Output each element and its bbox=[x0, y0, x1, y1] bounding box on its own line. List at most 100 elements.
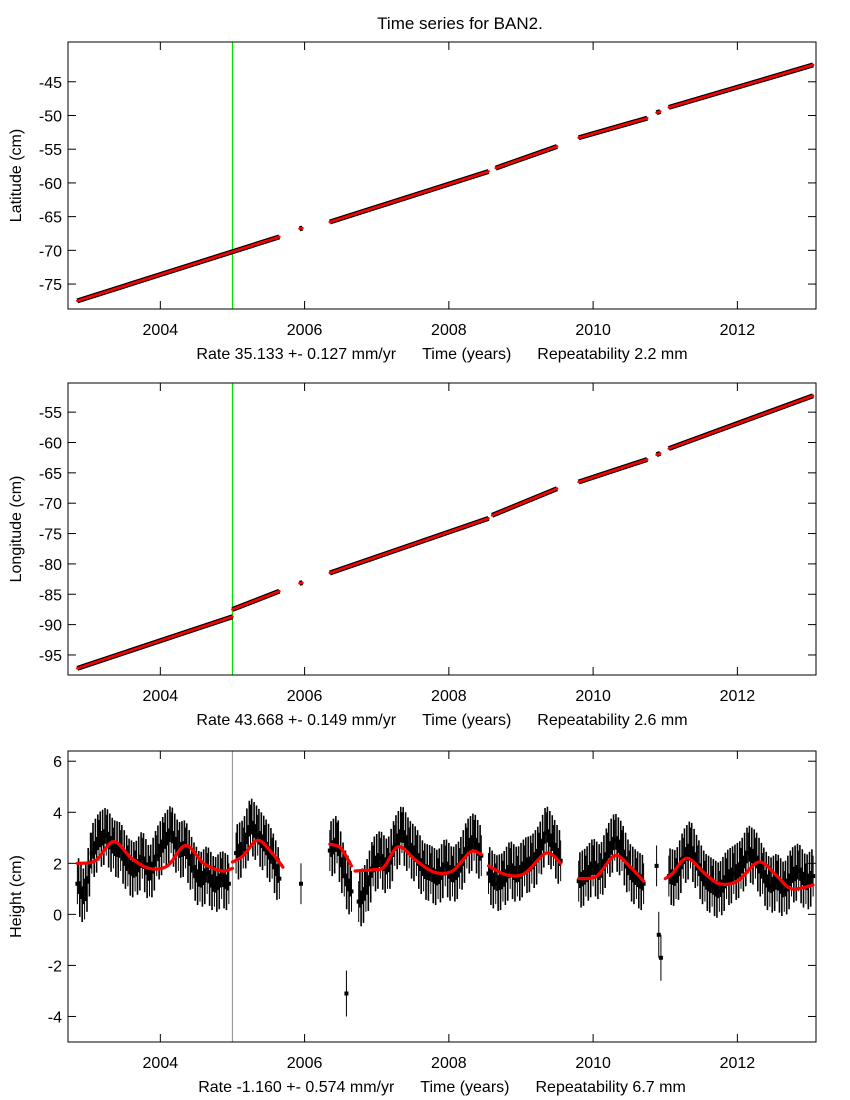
panel-2: -95 -90 -85 -80 -75 -70 -65 -60 -55 2004 2006 2008 2… bbox=[8, 382, 817, 729]
x-axis-label: Rate 35.133 +- 0.127 mm/yr Time (years) Re… bbox=[196, 346, 687, 363]
observation-point bbox=[472, 838, 477, 843]
observation-point bbox=[140, 856, 145, 861]
fit-line bbox=[231, 589, 281, 611]
fit-line bbox=[667, 63, 815, 109]
chart-title: Time series for BAN2. bbox=[377, 14, 543, 33]
fit-line bbox=[486, 851, 563, 878]
x-axis-label-part: Time (years) bbox=[422, 712, 511, 729]
x-tick-label: 2012 bbox=[720, 688, 756, 705]
fit-line bbox=[577, 853, 646, 883]
fit-line bbox=[655, 110, 662, 115]
observation-point bbox=[414, 853, 419, 858]
y-tick-label: -75 bbox=[39, 277, 62, 294]
observation-point bbox=[241, 846, 246, 850]
observation-point bbox=[161, 840, 166, 845]
observation-point bbox=[811, 874, 816, 879]
y-tick-label: -60 bbox=[39, 435, 62, 452]
y-tick-label: -90 bbox=[39, 618, 62, 635]
y-tick-label: -45 bbox=[39, 75, 62, 92]
x-axis-label-part: Time (years) bbox=[422, 346, 511, 363]
observation-point bbox=[104, 833, 109, 838]
observation-point bbox=[493, 881, 498, 886]
observation-point bbox=[428, 871, 433, 876]
observation-point bbox=[342, 874, 347, 879]
fit-line bbox=[577, 458, 649, 484]
observation-point bbox=[450, 874, 455, 879]
y-tick-label: -95 bbox=[39, 648, 62, 665]
x-tick-label: 2010 bbox=[575, 688, 611, 705]
observation-point bbox=[133, 868, 138, 873]
y-tick-label: -65 bbox=[39, 210, 62, 227]
observation-point bbox=[270, 856, 275, 861]
observation-point bbox=[212, 884, 217, 889]
fit-line bbox=[490, 487, 559, 517]
observation-point bbox=[234, 851, 239, 856]
observation-point bbox=[363, 889, 368, 894]
observation-point bbox=[789, 874, 794, 879]
observation-point bbox=[803, 881, 808, 886]
observation-point bbox=[654, 863, 659, 868]
x-tick-label: 2010 bbox=[575, 322, 611, 339]
y-tick-label: -55 bbox=[39, 142, 62, 159]
observation-point bbox=[544, 830, 549, 835]
observation-point bbox=[89, 851, 94, 856]
observation-point bbox=[551, 843, 556, 848]
fit-line bbox=[75, 840, 235, 873]
observation-point bbox=[486, 871, 491, 876]
observation-point bbox=[335, 840, 340, 845]
observation-point bbox=[457, 866, 462, 871]
observation-point bbox=[619, 848, 624, 853]
observation-point bbox=[674, 876, 679, 881]
observation-point bbox=[500, 879, 505, 884]
observation-point bbox=[760, 871, 765, 876]
observation-point bbox=[385, 866, 390, 871]
observation-point bbox=[327, 848, 332, 853]
y-tick-label: 6 bbox=[53, 754, 62, 771]
fit-line bbox=[298, 226, 304, 231]
panel-3: -4 -2 0 2 4 6 2004 2006 2008 2010 2012 Height (cm) R… bbox=[8, 750, 817, 1096]
x-tick-label: 2006 bbox=[287, 688, 323, 705]
x-tick-label: 2010 bbox=[575, 1055, 611, 1072]
x-axis-label: Rate -1.160 +- 0.574 mm/yr Time (years) Re… bbox=[198, 1079, 686, 1096]
observation-point bbox=[724, 876, 729, 881]
observation-point bbox=[205, 871, 210, 876]
fit-line bbox=[353, 845, 483, 876]
fit-line bbox=[577, 116, 649, 140]
observation-point bbox=[522, 863, 527, 868]
observation-point bbox=[746, 851, 751, 856]
observation-point bbox=[634, 876, 639, 881]
y-axis-label: Latitude (cm) bbox=[8, 129, 25, 222]
observation-point bbox=[738, 866, 743, 871]
fit-line bbox=[494, 145, 559, 170]
x-tick-label: 2008 bbox=[431, 1055, 467, 1072]
y-tick-label: -4 bbox=[48, 1009, 62, 1026]
x-axis-label: Rate 43.668 +- 0.149 mm/yr Time (years) Re… bbox=[196, 712, 687, 729]
observation-point bbox=[576, 879, 581, 884]
observation-point bbox=[710, 884, 715, 889]
observation-point bbox=[591, 863, 596, 868]
x-axis-label-part: Time (years) bbox=[420, 1079, 509, 1096]
observation-point bbox=[782, 889, 787, 894]
observation-point bbox=[356, 899, 361, 904]
plot-frame bbox=[67, 750, 817, 1043]
x-tick-label: 2006 bbox=[287, 322, 323, 339]
observation-point bbox=[796, 868, 801, 873]
y-tick-label: 2 bbox=[53, 856, 62, 873]
observation-point bbox=[82, 897, 87, 902]
y-tick-label: 0 bbox=[53, 907, 62, 924]
observation-point bbox=[407, 846, 412, 850]
fit-line bbox=[663, 856, 815, 891]
x-tick-label: 2012 bbox=[720, 1055, 756, 1072]
x-tick-label: 2008 bbox=[431, 688, 467, 705]
observation-point bbox=[717, 889, 722, 894]
x-tick-label: 2006 bbox=[287, 1055, 323, 1072]
observation-point bbox=[248, 823, 253, 828]
y-tick-label: -50 bbox=[39, 108, 62, 125]
fit-line bbox=[667, 394, 815, 450]
y-tick-label: -85 bbox=[39, 587, 62, 604]
observation-point bbox=[255, 833, 260, 838]
observation-point bbox=[537, 851, 542, 856]
x-axis-label-part: Rate 35.133 +- 0.127 mm/yr bbox=[196, 346, 396, 363]
observation-point bbox=[277, 876, 282, 881]
